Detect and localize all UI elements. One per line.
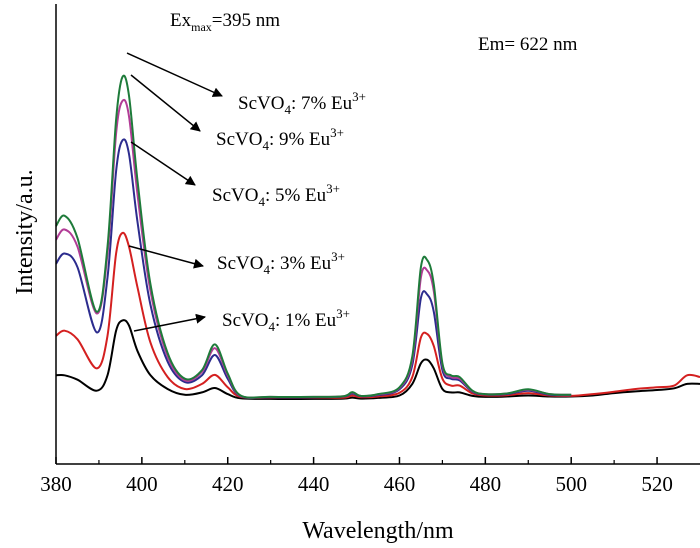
x-tick-label: 520: [641, 472, 673, 496]
y-axis-label: Intensity/a.u.: [12, 169, 38, 294]
callout-arrow: [130, 74, 201, 132]
series-label: ScVO4: 5% Eu3+: [212, 181, 340, 209]
series-label: ScVO4: 1% Eu3+: [222, 306, 350, 334]
series-label: ScVO4: 3% Eu3+: [217, 249, 345, 277]
x-tick-label: 480: [470, 472, 502, 496]
callout-arrow: [128, 245, 204, 269]
x-tick-label: 400: [126, 472, 158, 496]
x-tick-label: 460: [384, 472, 416, 496]
callout-arrow: [130, 141, 196, 186]
callout-arrow: [133, 313, 206, 332]
x-ticks: 380 400 420 440 460 480 500 520: [40, 457, 673, 496]
series-callouts: ScVO4: 7% Eu3+ ScVO4: 9% Eu3+ ScVO4: 5% Eu…: [126, 52, 366, 334]
x-tick-label: 420: [212, 472, 244, 496]
series-line-3pct: [55, 231, 700, 399]
x-tick-label: 380: [40, 472, 72, 496]
series-line-1pct: [55, 319, 700, 401]
series-line-7pct: [55, 74, 572, 399]
callout-arrow: [126, 52, 223, 97]
series-curves: [55, 74, 700, 401]
x-tick-label: 500: [555, 472, 587, 496]
emission-annotation: Em= 622 nm: [478, 34, 578, 55]
x-tick-label: 440: [298, 472, 330, 496]
series-label: ScVO4: 7% Eu3+: [238, 89, 366, 117]
excitation-annotation: Exmax=395 nm: [170, 10, 280, 34]
series-label: ScVO4: 9% Eu3+: [216, 125, 344, 153]
x-axis-label: Wavelength/nm: [302, 518, 454, 544]
axes: [55, 4, 700, 465]
